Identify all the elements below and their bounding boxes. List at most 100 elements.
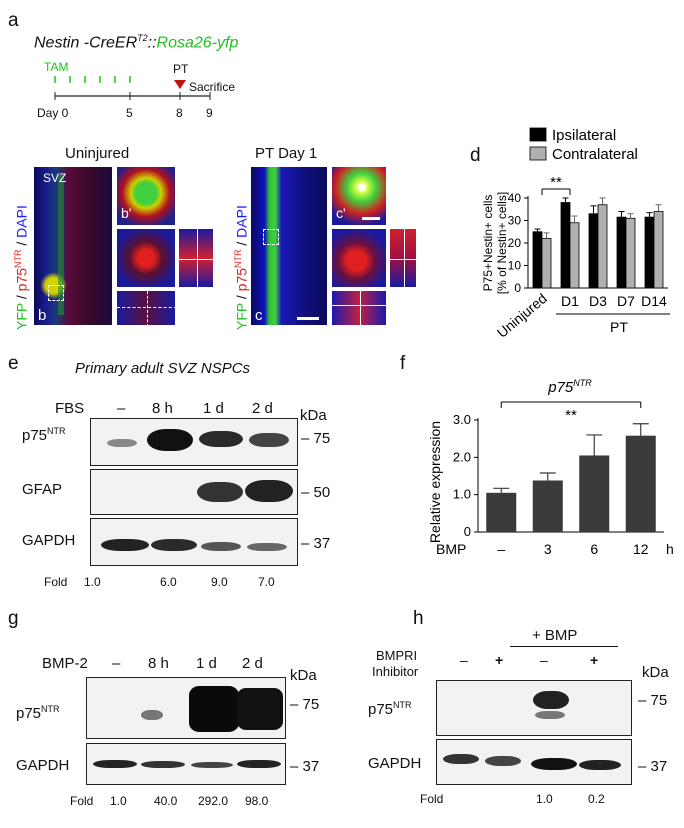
y-tick-label-0: 0 <box>464 524 471 539</box>
bar-2-1 <box>597 204 608 289</box>
panel-h-fold-1: 1.0 <box>536 792 553 806</box>
genotype-prefix: Nestin -CreER <box>34 34 138 52</box>
tam-ticks <box>54 76 131 83</box>
panel-e-row1-label: p75NTR <box>22 426 66 444</box>
uninjured-inset-side <box>178 228 214 288</box>
channel-dapi: DAPI <box>13 205 30 238</box>
pt-day1-title: PT Day 1 <box>255 145 318 162</box>
band <box>107 439 137 447</box>
bar-1-0 <box>560 202 571 289</box>
bar-3-0 <box>616 216 627 289</box>
legend-swatch-1 <box>529 146 547 161</box>
x-tick-label-2: D3 <box>589 293 607 309</box>
x-tick-label-2: 6 <box>590 541 598 557</box>
x-tick-label-3: 12 <box>633 541 649 557</box>
bar-3 <box>625 435 656 532</box>
day-label-9: 9 <box>206 106 213 120</box>
panel-g-letter: g <box>8 608 19 629</box>
legend-label-0: Ipsilateral <box>552 127 616 144</box>
panel-e-row1-sup: NTR <box>47 426 66 436</box>
inset-label-c-prime: c' <box>336 205 346 221</box>
panel-e-blot-gfap <box>90 469 298 515</box>
inset-label-c: c <box>255 307 263 324</box>
panel-h-bmp-label: + BMP <box>532 627 578 644</box>
band <box>535 711 565 719</box>
panel-e-fold-3: 9.0 <box>211 575 228 589</box>
panel-h-fold-2: 0.2 <box>588 792 605 806</box>
sacrifice-label: Sacrifice <box>189 80 236 94</box>
panel-g-fold-4: 98.0 <box>245 794 269 808</box>
inset-label-b-prime: b' <box>121 205 132 221</box>
band <box>147 429 193 451</box>
y-tick-label-3: 3.0 <box>453 412 471 427</box>
svz-green-band <box>58 175 64 315</box>
panel-e-row2-marker: – 50 <box>301 484 331 501</box>
day-label-0: Day 0 <box>37 106 69 120</box>
band <box>101 539 149 551</box>
channel-ntr-2: NTR <box>233 249 243 268</box>
panel-g-lane-3: 1 d <box>196 655 217 672</box>
panel-e-blot-gapdh <box>90 518 298 566</box>
y-axis-label-2: [% of Nestin+ cells] <box>495 192 509 294</box>
panel-e-fold-1: 1.0 <box>84 575 101 589</box>
genotype-sep: :: <box>147 34 157 52</box>
channel-yfp: YFP <box>13 303 30 330</box>
panel-g-row2-marker: – 37 <box>290 758 320 775</box>
band <box>197 482 243 502</box>
y-tick-label-1: 1.0 <box>453 487 471 502</box>
panel-g-row1-name: p75 <box>16 705 42 722</box>
y-tick-label-1: 10 <box>508 259 522 273</box>
uninjured-main-image: SVZ b <box>33 166 113 326</box>
bar-3-1 <box>625 217 636 289</box>
y-tick-label-2: 20 <box>508 236 522 250</box>
legend-label-1: Contralateral <box>552 146 638 163</box>
pt-inset-mid <box>331 228 387 288</box>
band <box>579 760 621 770</box>
band <box>141 761 185 768</box>
band <box>245 480 293 502</box>
band <box>201 542 241 551</box>
panel-g-fold-1: 1.0 <box>110 794 127 808</box>
bar-0 <box>486 492 517 532</box>
panel-e-blot-p75 <box>90 418 298 466</box>
inset-box-c <box>263 229 279 245</box>
panel-e-fold-label: Fold <box>44 575 68 589</box>
pt-label: PT <box>173 62 189 76</box>
panel-h-lane-2: + <box>495 652 504 668</box>
day-label-8: 8 <box>176 106 183 120</box>
y-axis-label-1: P75+Nestin+ cells <box>481 195 495 292</box>
x-tick-label-0: Uninjured <box>494 290 550 341</box>
sacrifice-marker-icon <box>174 80 186 89</box>
x-unit-label: h <box>666 541 674 557</box>
panel-g-blot-p75 <box>86 677 286 739</box>
channel-p75-2: p75 <box>233 267 250 292</box>
band <box>249 433 289 447</box>
channel-sep-1: / <box>13 291 30 304</box>
band <box>237 760 281 768</box>
bar-1 <box>532 480 563 532</box>
panel-h-fold-label: Fold <box>420 792 444 806</box>
panel-h-letter: h <box>413 608 424 629</box>
genotype-sup: T2 <box>137 33 148 43</box>
channel-dapi-2: DAPI <box>233 205 250 238</box>
panel-e-row3-marker: – 37 <box>301 535 331 552</box>
pt-main-image: c <box>250 166 328 326</box>
panel-g-fold-3: 292.0 <box>198 794 229 808</box>
panel-h-lane-4: + <box>590 652 599 668</box>
panel-h-blot-p75 <box>436 680 632 736</box>
panel-e-row1-name: p75 <box>22 427 48 444</box>
bar-4-0 <box>644 216 655 289</box>
day-label-5: 5 <box>126 106 133 120</box>
band <box>93 760 137 768</box>
pt-inset-top: c' <box>331 166 387 226</box>
chart-f: p75NTR 0 1.0 2.0 3.0 Relative expression – 3 6 12… <box>427 378 674 557</box>
panel-g-row2-name: GAPDH <box>16 757 70 774</box>
legend-swatch-0 <box>529 127 547 142</box>
panel-h-row2-name: GAPDH <box>368 755 422 772</box>
scale-bar <box>297 317 319 320</box>
tam-label: TAM <box>44 60 69 74</box>
channel-sep-2: / <box>13 237 30 250</box>
panel-a-letter: a <box>8 10 19 31</box>
y-tick-label-4: 40 <box>508 191 522 205</box>
band <box>237 688 283 730</box>
